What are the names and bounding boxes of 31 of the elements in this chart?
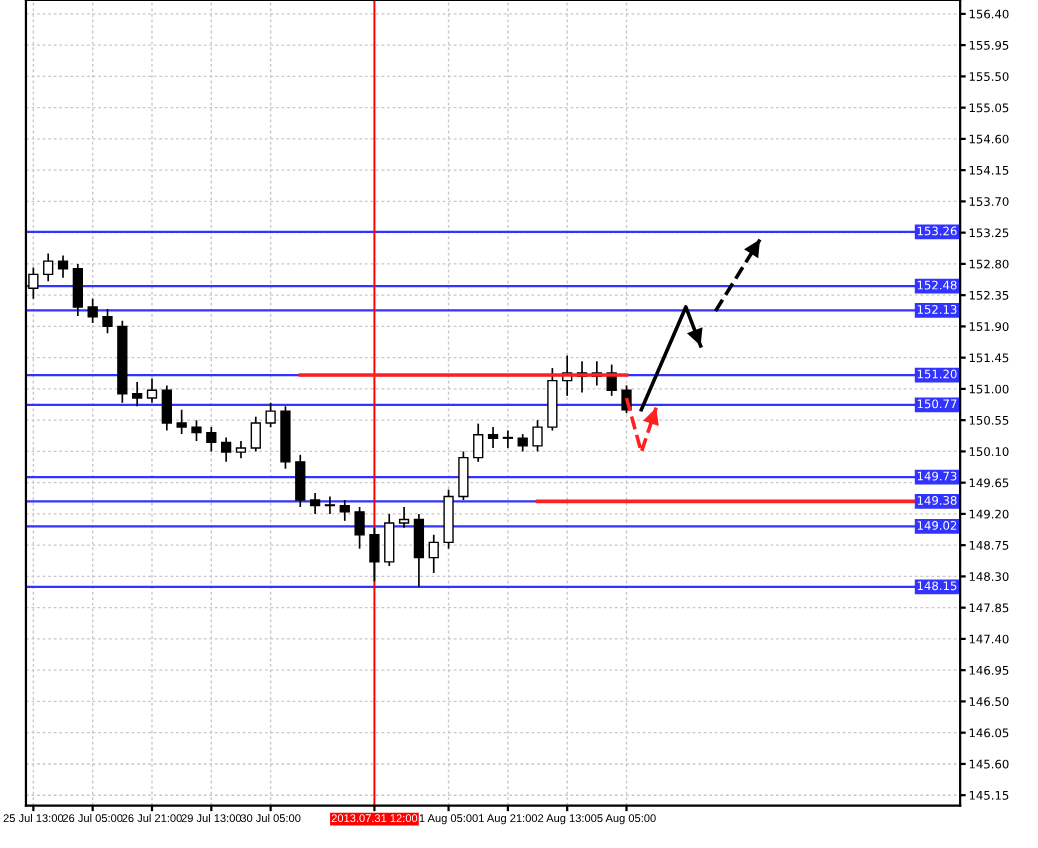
candlestick bbox=[220, 436, 232, 463]
candlestick bbox=[176, 408, 187, 435]
candlestick bbox=[547, 367, 558, 432]
candlestick bbox=[339, 499, 350, 522]
candlestick bbox=[87, 297, 98, 324]
candlestick bbox=[309, 492, 321, 515]
candlestick bbox=[473, 422, 484, 463]
candlestick bbox=[57, 254, 69, 279]
candlestick bbox=[458, 450, 469, 501]
candlestick bbox=[295, 454, 306, 508]
candlestick bbox=[191, 419, 202, 442]
candlestick bbox=[146, 377, 158, 404]
candlestick bbox=[428, 533, 439, 574]
candlestick bbox=[443, 488, 454, 550]
candlestick bbox=[161, 384, 172, 432]
candlestick bbox=[324, 495, 336, 515]
candlestick bbox=[413, 513, 425, 588]
candlestick bbox=[132, 381, 143, 408]
candlestick bbox=[502, 429, 514, 449]
candlestick bbox=[354, 506, 365, 550]
candlestick bbox=[102, 308, 113, 335]
candlestick bbox=[250, 415, 261, 453]
candlestick bbox=[398, 506, 410, 529]
candlestick bbox=[265, 401, 276, 428]
candlestick bbox=[43, 252, 54, 283]
candlestick bbox=[369, 526, 380, 583]
candlestick bbox=[384, 513, 395, 567]
candlestick bbox=[532, 419, 543, 453]
candlestick bbox=[487, 426, 499, 449]
candlestick bbox=[206, 426, 217, 453]
candlestick bbox=[72, 263, 83, 317]
